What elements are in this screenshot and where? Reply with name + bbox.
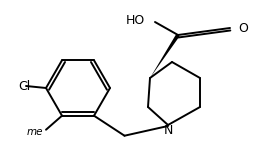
Polygon shape: [150, 34, 180, 78]
Text: O: O: [238, 21, 248, 35]
Text: HO: HO: [126, 14, 145, 26]
Text: Cl: Cl: [18, 79, 30, 93]
Text: N: N: [163, 123, 173, 136]
Text: me: me: [26, 127, 43, 137]
